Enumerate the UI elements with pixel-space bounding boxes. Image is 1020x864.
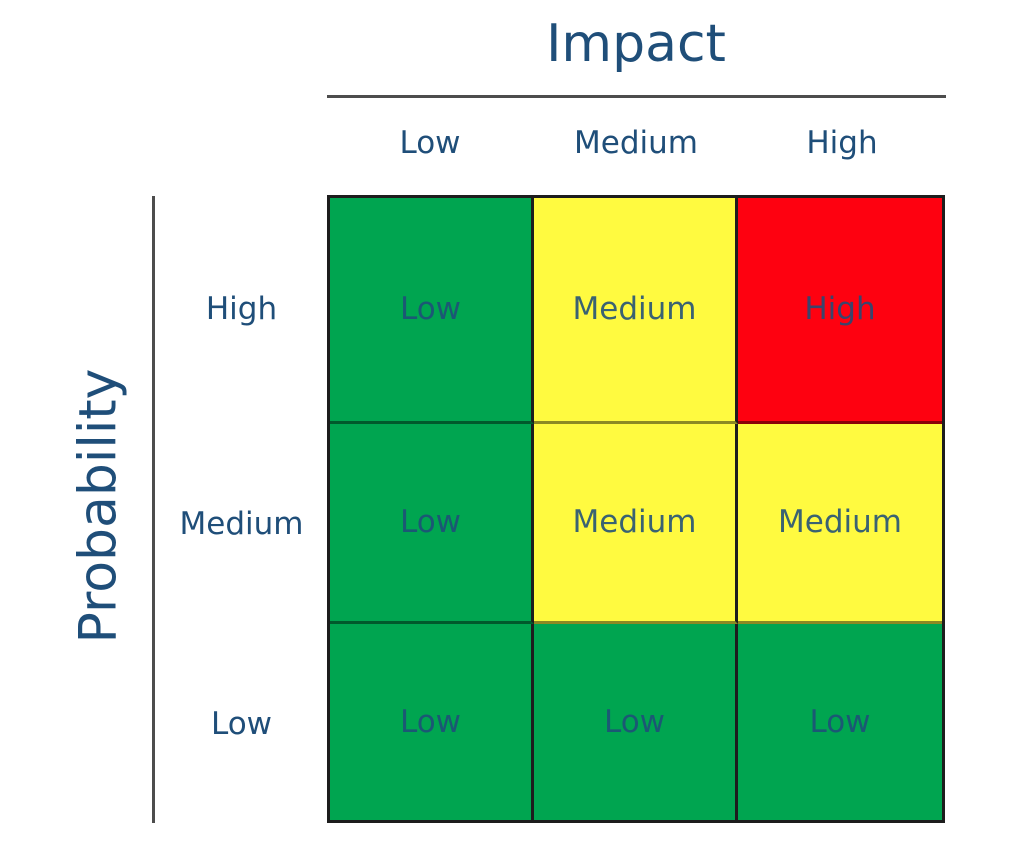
risk-cell-prob-high-impact-high: High bbox=[738, 198, 942, 424]
risk-cell-prob-medium-impact-low: Low bbox=[330, 423, 534, 624]
risk-matrix-grid: Low Medium High Low Medium Medium Low Lo… bbox=[327, 195, 945, 823]
risk-cell-prob-high-impact-low: Low bbox=[330, 198, 534, 424]
risk-cell-value: Medium bbox=[778, 504, 902, 541]
risk-cell-prob-high-impact-medium: Medium bbox=[534, 198, 738, 424]
risk-cell-prob-medium-impact-medium: Medium bbox=[534, 423, 738, 624]
risk-cell-value: High bbox=[804, 291, 876, 328]
risk-cell-value: Low bbox=[603, 703, 666, 740]
x-axis-title: Impact bbox=[546, 14, 726, 74]
y-tick-medium: Medium bbox=[179, 506, 304, 542]
risk-cell-prob-low-impact-medium: Low bbox=[534, 623, 738, 820]
y-axis-line bbox=[152, 196, 155, 823]
x-tick-medium: Medium bbox=[574, 125, 698, 161]
x-tick-high: High bbox=[806, 125, 878, 161]
y-tick-low: Low bbox=[210, 706, 273, 742]
risk-cell-value: Medium bbox=[572, 504, 697, 541]
risk-cell-value: Low bbox=[809, 703, 871, 740]
y-axis-title: Probability bbox=[68, 368, 129, 644]
x-axis-line bbox=[327, 95, 946, 98]
risk-cell-value: Low bbox=[399, 504, 462, 541]
y-tick-high: High bbox=[205, 291, 278, 327]
x-axis-tick-labels: Low Medium High bbox=[327, 124, 945, 162]
risk-cell-value: Low bbox=[399, 703, 462, 740]
risk-cell-value: Low bbox=[399, 291, 462, 328]
risk-cell-prob-low-impact-high: Low bbox=[738, 623, 942, 820]
x-tick-low: Low bbox=[399, 125, 461, 161]
y-axis-tick-labels: High Medium Low bbox=[156, 195, 327, 823]
risk-cell-prob-low-impact-low: Low bbox=[330, 623, 534, 820]
risk-cell-value: Medium bbox=[572, 291, 697, 328]
risk-cell-prob-medium-impact-high: Medium bbox=[738, 423, 942, 624]
